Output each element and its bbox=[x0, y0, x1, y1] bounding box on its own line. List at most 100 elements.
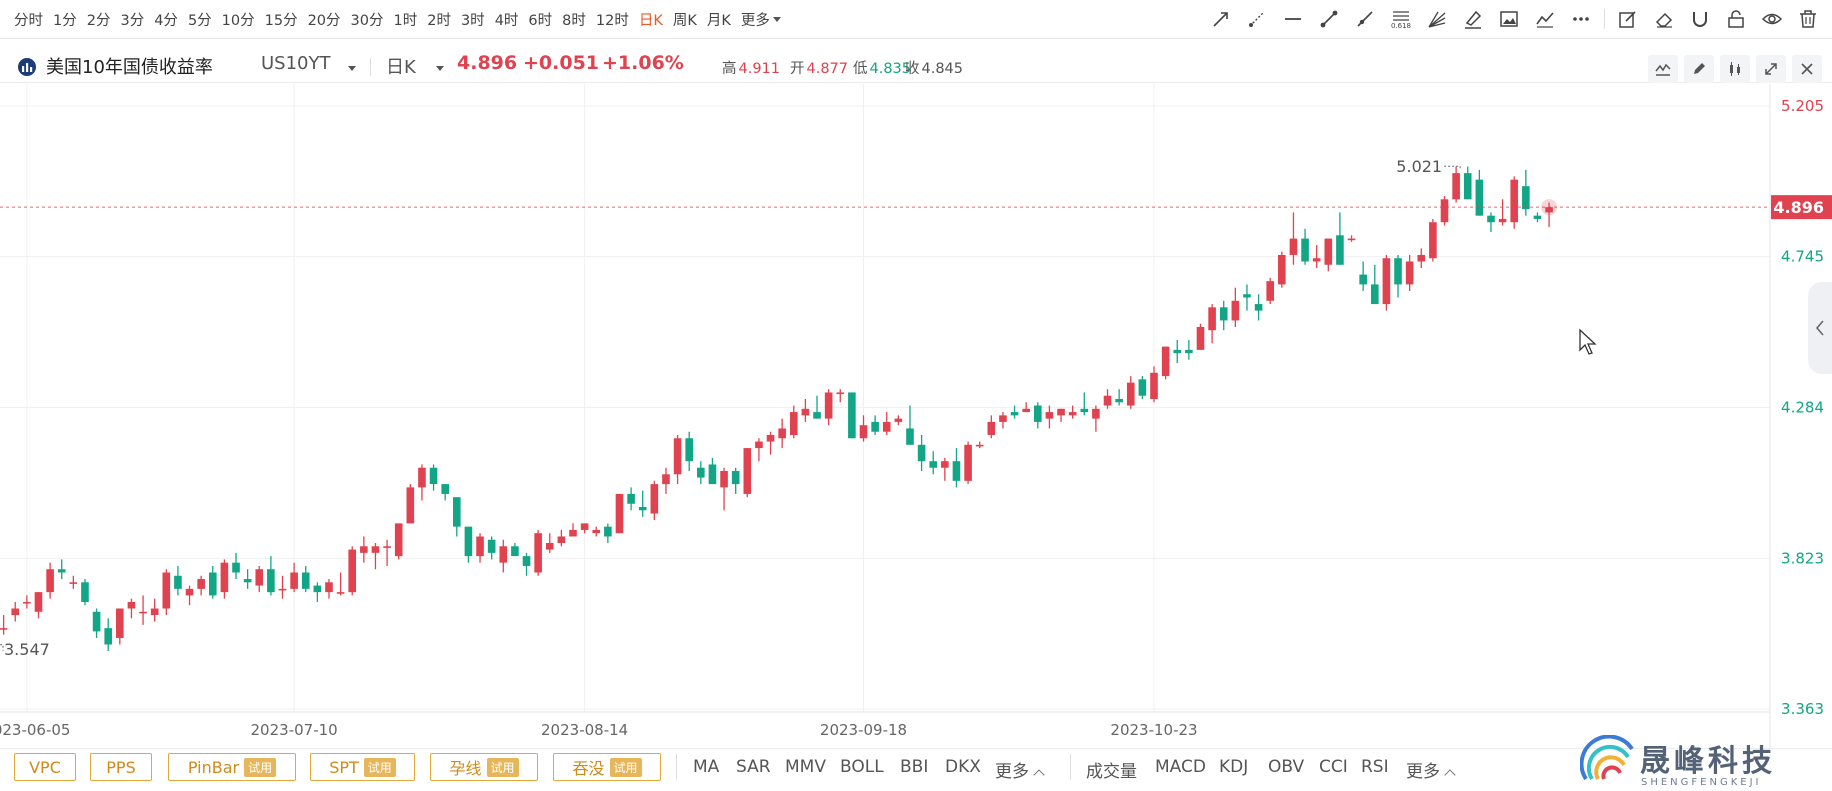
side-panel-toggle[interactable] bbox=[1808, 282, 1832, 374]
pattern-tag[interactable]: PinBar 试用 bbox=[168, 753, 296, 781]
fibonacci-tool[interactable]: 0.618 bbox=[1383, 4, 1419, 34]
fan-icon bbox=[1428, 11, 1446, 28]
indicator-成交量[interactable]: 成交量 bbox=[1086, 762, 1137, 782]
main-indicators-more[interactable]: 更多 bbox=[995, 757, 1045, 782]
ray-tool[interactable] bbox=[1239, 4, 1275, 34]
period-3[interactable]: 3分 bbox=[120, 12, 145, 29]
indicator-rsi[interactable]: RSI bbox=[1361, 757, 1389, 777]
wave-icon bbox=[1655, 63, 1671, 76]
candle-body bbox=[615, 493, 624, 534]
period-selector[interactable]: 日K bbox=[386, 57, 416, 78]
period-16[interactable]: 12时 bbox=[595, 12, 629, 29]
stat-low-value: 4.835 bbox=[869, 61, 912, 77]
magnet-tool[interactable] bbox=[1682, 4, 1718, 34]
indicator-sar[interactable]: SAR bbox=[736, 757, 771, 777]
candle-body bbox=[1475, 179, 1484, 216]
candle-body bbox=[1417, 254, 1426, 262]
instrument-bar bbox=[0, 40, 1832, 83]
period-6[interactable]: 10分 bbox=[221, 12, 255, 29]
period-more[interactable]: 更多 bbox=[741, 9, 781, 30]
pattern-tag[interactable]: VPC bbox=[14, 753, 76, 781]
candle-body bbox=[267, 569, 275, 593]
more-label: 更多 bbox=[995, 762, 1029, 782]
period-15[interactable]: 8时 bbox=[562, 12, 586, 29]
min-marker-line bbox=[0, 644, 4, 651]
indicator-cci[interactable]: CCI bbox=[1319, 757, 1348, 777]
lock-icon bbox=[1728, 10, 1744, 28]
candle-body bbox=[1324, 238, 1333, 265]
indicator-dkx[interactable]: DKX bbox=[945, 757, 981, 777]
candle-body bbox=[755, 441, 763, 449]
candle-body bbox=[57, 569, 66, 573]
brush-icon bbox=[1465, 10, 1482, 29]
pattern-tag[interactable]: 吞没 试用 bbox=[553, 753, 661, 781]
eye-tool[interactable] bbox=[1754, 4, 1790, 34]
fan-tool[interactable] bbox=[1419, 4, 1455, 34]
sub-indicators-more[interactable]: 更多 bbox=[1406, 757, 1456, 782]
period-19[interactable]: 月K bbox=[706, 12, 731, 29]
period-9[interactable]: 30分 bbox=[350, 12, 384, 29]
candle-body bbox=[1138, 379, 1147, 396]
pattern-tag[interactable]: PPS bbox=[90, 753, 152, 781]
candle-body bbox=[1150, 372, 1158, 399]
segment-tool[interactable] bbox=[1311, 4, 1347, 34]
instrument-symbol[interactable]: US10YT bbox=[261, 53, 331, 74]
pattern-tag[interactable]: SPT 试用 bbox=[310, 753, 415, 781]
period-dropdown-icon[interactable] bbox=[436, 66, 444, 71]
candle-body bbox=[987, 421, 996, 435]
period-17[interactable]: 日K bbox=[638, 12, 663, 29]
period-4[interactable]: 4分 bbox=[154, 12, 178, 29]
period-18[interactable]: 周K bbox=[672, 12, 697, 29]
eraser-tool[interactable] bbox=[1646, 4, 1682, 34]
period-14[interactable]: 6时 bbox=[528, 12, 553, 29]
indicator-button[interactable] bbox=[1648, 55, 1678, 83]
indicator-ma[interactable]: MA bbox=[693, 757, 720, 777]
period-13[interactable]: 4时 bbox=[494, 12, 519, 29]
period-1[interactable]: 1分 bbox=[53, 12, 77, 29]
chart-line-tool[interactable] bbox=[1527, 4, 1563, 34]
max-marker-label: 5.021 bbox=[1396, 157, 1442, 176]
close-button[interactable] bbox=[1792, 55, 1822, 83]
candle-body bbox=[1278, 254, 1286, 285]
trend-line-tool[interactable] bbox=[1347, 4, 1383, 34]
indicator-obv[interactable]: OBV bbox=[1268, 757, 1305, 777]
candle-body bbox=[1498, 218, 1507, 223]
indicator-boll[interactable]: BOLL bbox=[840, 757, 884, 777]
trial-badge: 试用 bbox=[363, 757, 396, 777]
candle-body bbox=[394, 523, 403, 557]
indicator-mmv[interactable]: MMV bbox=[785, 757, 826, 777]
brush-tool[interactable] bbox=[1455, 4, 1491, 34]
indicator-kdj[interactable]: KDJ bbox=[1219, 757, 1249, 777]
trash-tool[interactable] bbox=[1790, 4, 1826, 34]
draw-button[interactable] bbox=[1684, 55, 1714, 83]
note-tool[interactable] bbox=[1610, 4, 1646, 34]
period-11[interactable]: 2时 bbox=[427, 12, 451, 29]
symbol-dropdown-icon[interactable] bbox=[348, 66, 356, 71]
candlestick-chart[interactable]: 5.205 4.745 4.284 3.823 3.363 2023-06-05 2023-… bbox=[0, 84, 1832, 748]
period-0[interactable]: 分时 bbox=[14, 12, 43, 29]
arrow-tool[interactable] bbox=[1203, 4, 1239, 34]
horizontal-line-tool[interactable] bbox=[1275, 4, 1311, 34]
fullscreen-button[interactable] bbox=[1756, 55, 1786, 83]
indicator-bbi[interactable]: BBI bbox=[900, 757, 929, 777]
chart-style-button[interactable] bbox=[1720, 55, 1750, 83]
lock-tool[interactable] bbox=[1718, 4, 1754, 34]
stat-low: 低 4.835 bbox=[853, 57, 911, 78]
image-tool[interactable] bbox=[1491, 4, 1527, 34]
magnet-icon bbox=[1693, 12, 1707, 27]
period-5[interactable]: 5分 bbox=[187, 12, 212, 29]
period-2[interactable]: 2分 bbox=[86, 12, 111, 29]
candle-body bbox=[1545, 207, 1553, 213]
period-8[interactable]: 20分 bbox=[307, 12, 341, 29]
period-10[interactable]: 1时 bbox=[393, 12, 418, 29]
candle-body bbox=[1161, 346, 1170, 377]
candle-body bbox=[1382, 258, 1391, 305]
indicator-macd[interactable]: MACD bbox=[1155, 757, 1206, 777]
candle-body bbox=[1289, 238, 1298, 255]
note-icon bbox=[1619, 11, 1636, 28]
period-12[interactable]: 3时 bbox=[460, 12, 485, 29]
pattern-tag[interactable]: 孕线 试用 bbox=[430, 753, 538, 781]
more-tool[interactable] bbox=[1563, 4, 1599, 34]
period-7[interactable]: 15分 bbox=[264, 12, 298, 29]
candle-body bbox=[1080, 408, 1089, 413]
